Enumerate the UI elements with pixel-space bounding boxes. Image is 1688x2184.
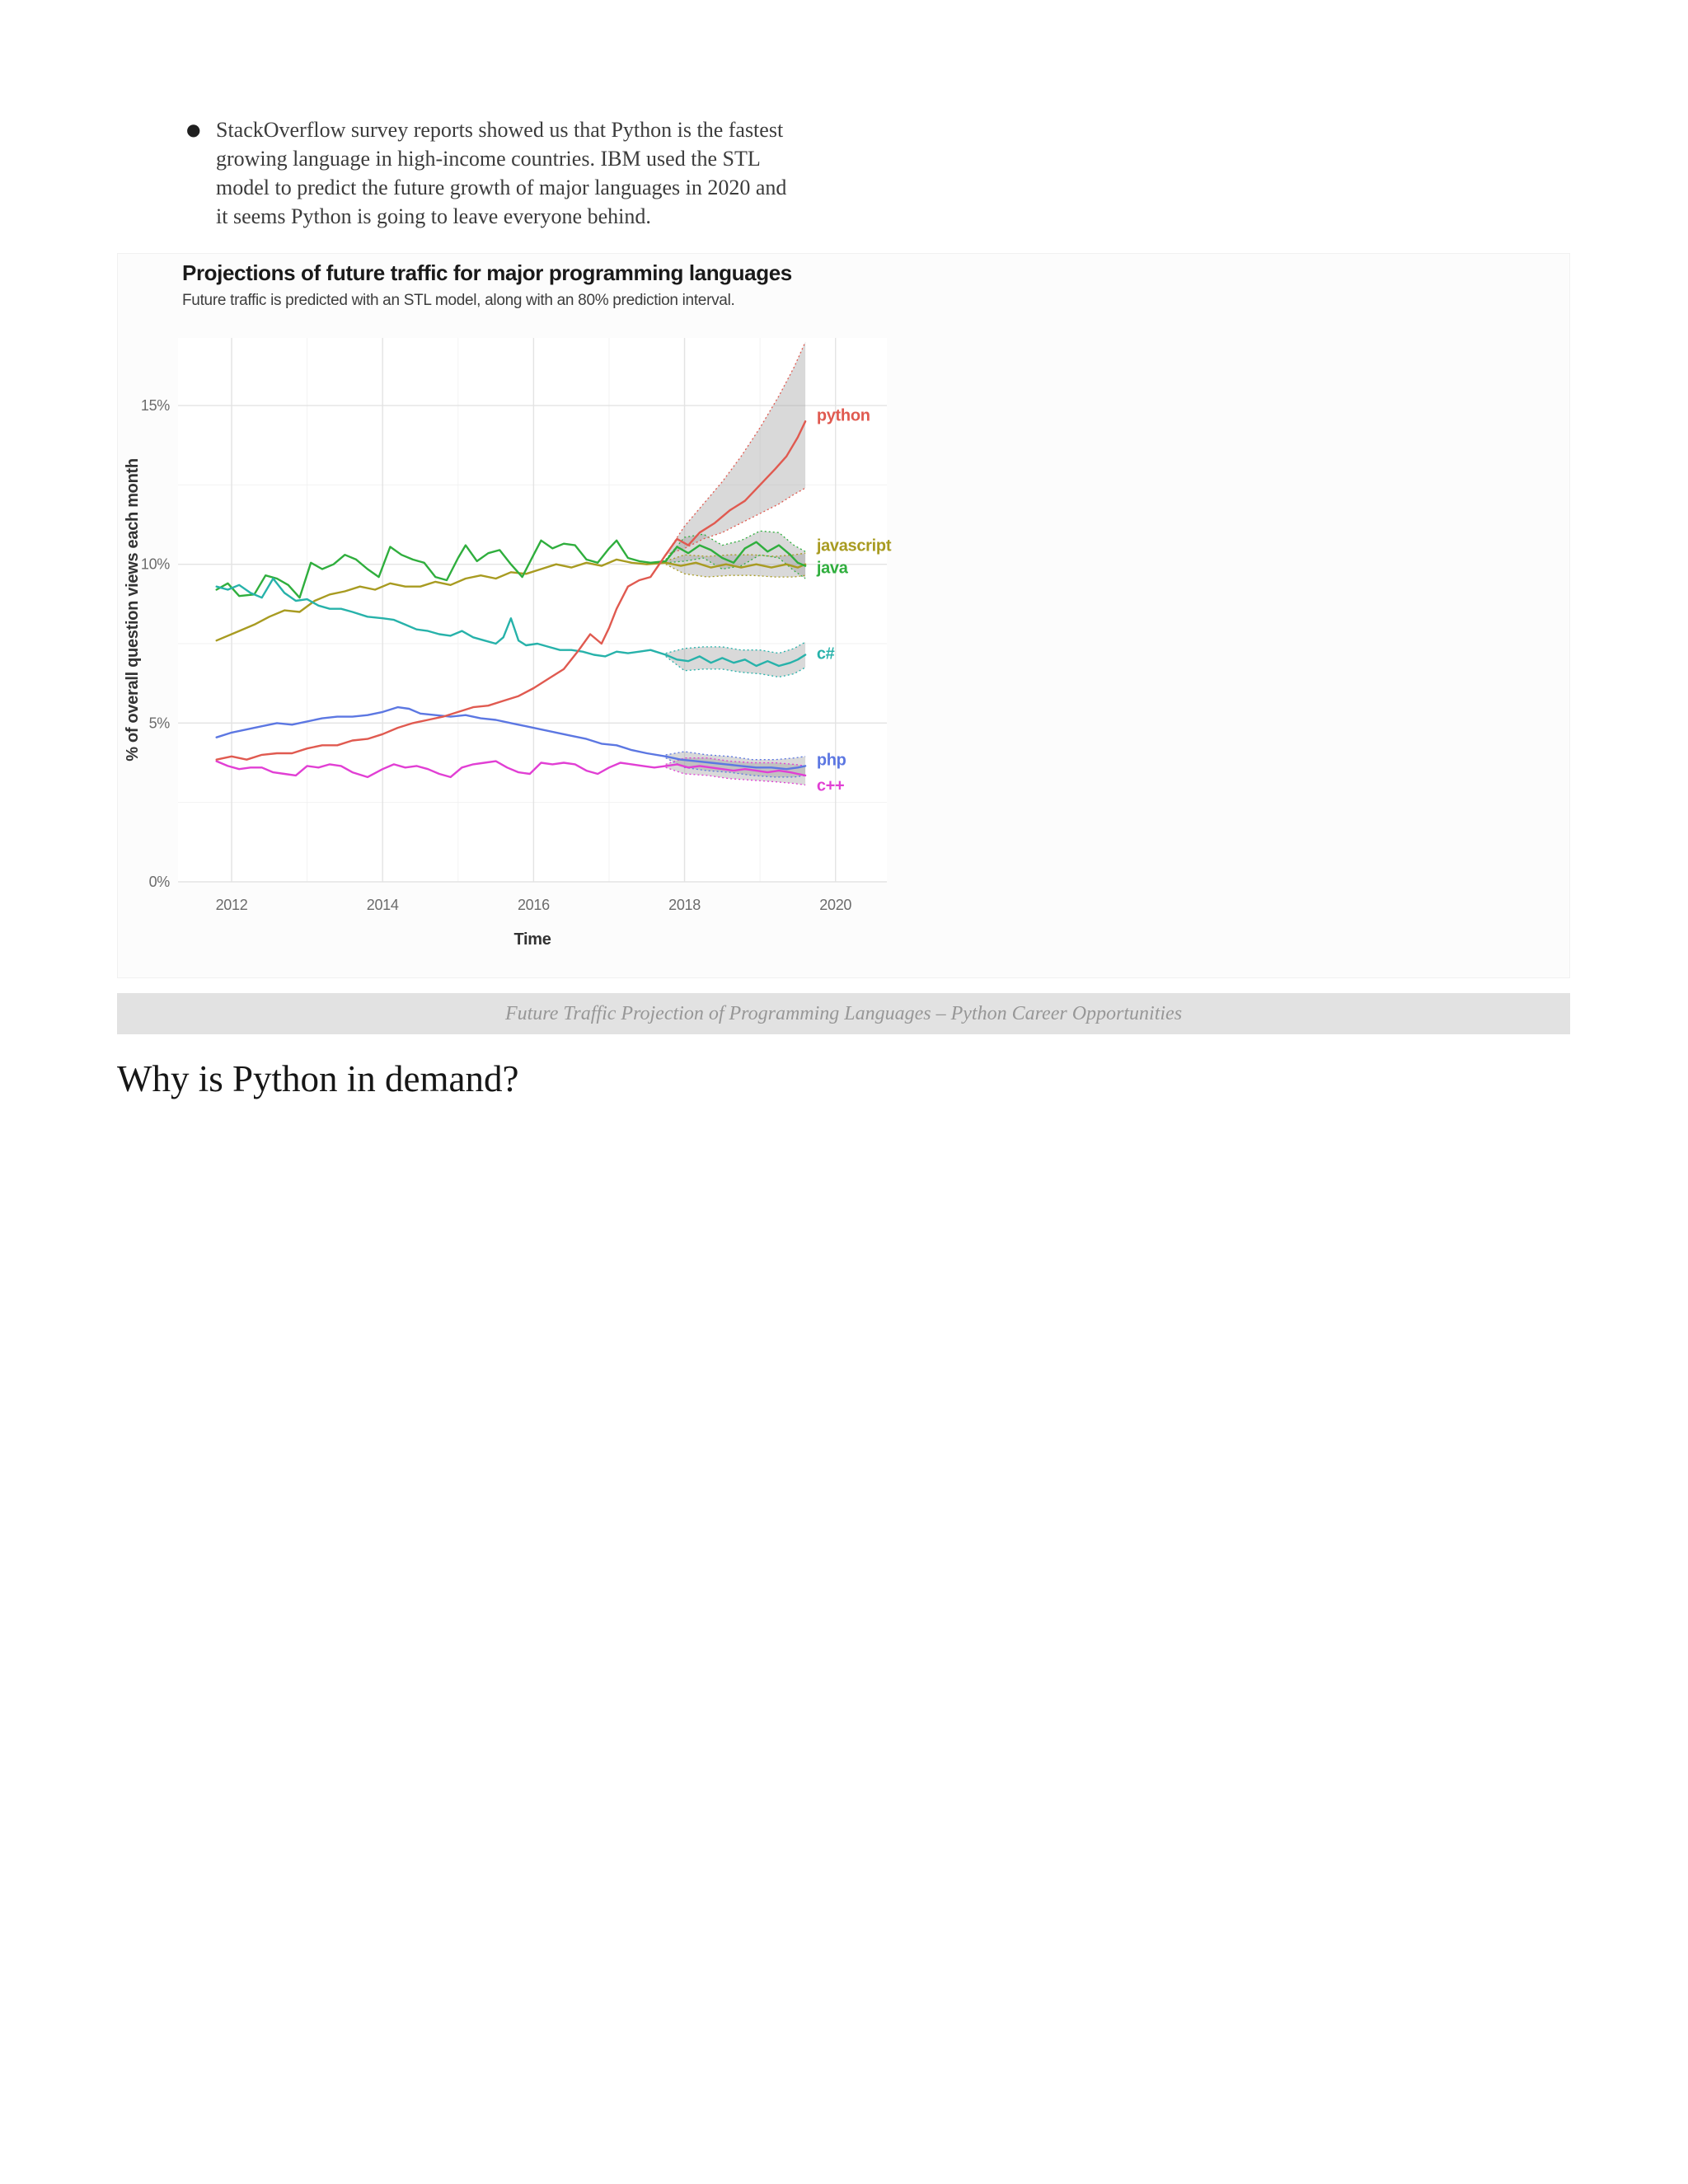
chart-title: Projections of future traffic for major … (182, 260, 792, 285)
series-line-python (215, 554, 667, 761)
y-tick-label: 0% (149, 874, 171, 890)
bullet-point-icon: ● (186, 120, 201, 139)
ci-band-python (665, 342, 806, 555)
section-heading: Why is Python in demand? (117, 1058, 519, 1099)
ci-band-c# (665, 642, 806, 677)
x-axis-title: Time (513, 930, 551, 949)
bullet-list: ● StackOverflow survey reports showed us… (186, 115, 991, 231)
series-line-java (215, 539, 667, 599)
chart-subtitle: Future traffic is predicted with an STL … (182, 292, 735, 309)
ci-edge-python (665, 487, 806, 555)
y-tick-label: 15% (141, 397, 170, 414)
forecast-line-c# (664, 654, 807, 668)
series-label-c#: c# (817, 645, 835, 663)
ci-band-javascript (665, 553, 806, 578)
x-tick-label: 2018 (668, 897, 701, 913)
series-label-c++: c++ (817, 776, 845, 794)
series-line-c# (215, 577, 667, 658)
y-tick-label: 10% (141, 556, 170, 573)
series-label-python: python (817, 407, 870, 425)
ci-edge-c# (665, 641, 806, 654)
series-label-javascript: javascript (816, 537, 892, 555)
bullet-text: StackOverflow survey reports showed us t… (216, 118, 787, 228)
series-line-php (215, 705, 667, 757)
traffic-projection-chart: javascript java c# php c++ python 0% 5% 10% 15% 20… (124, 338, 892, 949)
y-axis-title: % of overall question views each month (124, 458, 142, 762)
ci-edge-python (665, 341, 806, 555)
y-tick-label: 5% (149, 715, 171, 731)
ci-edge-javascript (665, 564, 806, 578)
bullet-item: ● StackOverflow survey reports showed us… (186, 115, 991, 231)
series-label-java: java (816, 560, 849, 578)
x-tick-label: 2012 (216, 897, 248, 913)
forecast-line-php (664, 755, 807, 771)
plot-panel (178, 338, 887, 882)
forecast-line-c++ (664, 763, 807, 777)
series-line-c++ (215, 760, 667, 779)
ci-edge-c# (665, 655, 806, 678)
ci-edge-java (665, 554, 806, 579)
series-label-php: php (817, 752, 846, 770)
figure-caption: Future Traffic Projection of Programming… (117, 993, 1570, 1034)
figure-block: Projections of future traffic for major … (117, 253, 1570, 978)
x-tick-label: 2016 (518, 897, 550, 913)
x-tick-label: 2014 (367, 897, 399, 913)
forecast-line-python (664, 420, 807, 556)
x-tick-label: 2020 (819, 897, 851, 913)
series-line-javascript (215, 558, 667, 642)
ci-band-c++ (665, 757, 806, 785)
forecast-line-java (664, 541, 807, 567)
forecast-line-javascript (664, 561, 807, 569)
